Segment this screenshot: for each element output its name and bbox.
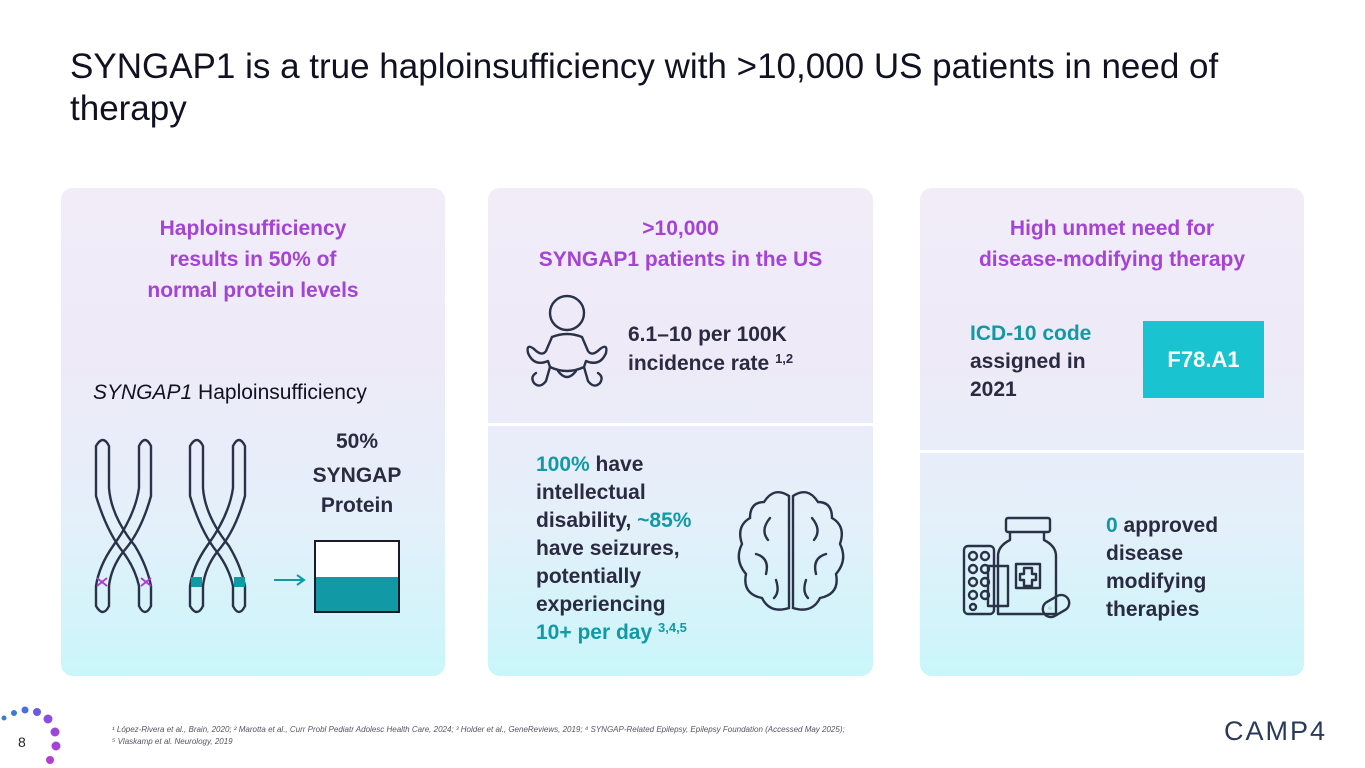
approved-count: 0	[1106, 514, 1118, 537]
incidence-value: 6.1–10 per 100K	[628, 323, 787, 346]
card1-heading: Haploinsufficiency results in 50% of nor…	[61, 213, 445, 306]
approved-text: disease	[1106, 542, 1184, 565]
approved-therapies: 0 approved disease modifying therapies	[1106, 512, 1286, 624]
stat-text: potentially	[536, 565, 642, 588]
footnote-line: ⁵ Vlaskamp et al. Neurology, 2019	[112, 737, 233, 746]
icd-line: assigned in	[970, 350, 1086, 373]
card2-heading-line: SYNGAP1 patients in the US	[538, 248, 823, 271]
protein-level-fill	[316, 576, 398, 611]
unmet-need-card: High unmet need for disease-modifying th…	[920, 188, 1304, 676]
icd-line: 2021	[970, 378, 1017, 401]
icd-code-badge: F78.A1	[1143, 321, 1264, 398]
stat-text: experiencing	[536, 593, 666, 616]
company-logo: CAMP4	[1224, 716, 1328, 746]
stat-text: have	[589, 453, 644, 476]
references-footnote: ¹ López-Rivera et al., Brain, 2020; ² Ma…	[112, 724, 1072, 748]
incidence-refs: 1,2	[775, 351, 794, 366]
baby-icon	[526, 294, 608, 387]
slide-title: SYNGAP1 is a true haploinsufficiency wit…	[70, 47, 1219, 128]
card3-heading-line: High unmet need for	[1009, 217, 1215, 240]
protein-label-line: Protein	[320, 494, 394, 517]
card2-divider	[488, 423, 873, 426]
card2-heading-line: >10,000	[642, 217, 719, 240]
syngap1-haploinsufficiency-label: SYNGAP1 Haploinsufficiency	[93, 381, 367, 405]
gene-name: SYNGAP1	[93, 381, 193, 404]
stat-text: intellectual	[536, 481, 646, 504]
incidence-label: incidence rate 1,2	[628, 350, 793, 378]
chromosome-icon	[94, 438, 247, 614]
seizure-frequency: 10+ per day	[536, 621, 658, 644]
footnote-line: ¹ López-Rivera et al., Brain, 2020; ² Ma…	[112, 725, 845, 734]
card2-heading: >10,000 SYNGAP1 patients in the US	[488, 213, 873, 275]
protein-label-line: SYNGAP	[312, 464, 402, 487]
protein-percent: 50%	[335, 430, 379, 453]
protein-label: SYNGAP Protein	[297, 461, 417, 521]
icd-code-label: ICD-10 code assigned in 2021	[970, 320, 1091, 404]
card3-heading: High unmet need for disease-modifying th…	[920, 213, 1304, 275]
stat-refs: 3,4,5	[658, 620, 687, 635]
haploinsufficiency-card: Haploinsufficiency results in 50% of nor…	[61, 188, 445, 676]
icd-line: ICD-10 code	[970, 322, 1092, 345]
incidence-label-text: incidence rate	[628, 352, 776, 375]
stat-text: disability,	[536, 509, 638, 532]
disability-stats: 100% have intellectual disability, ~85% …	[536, 451, 756, 647]
card1-heading-line: results in 50% of	[169, 248, 337, 271]
card1-heading-line: normal protein levels	[147, 279, 359, 302]
arrow-right-icon	[274, 574, 306, 586]
approved-text: approved	[1117, 514, 1219, 537]
card1-heading-line: Haploinsufficiency	[159, 217, 347, 240]
decorative-dots	[1, 706, 61, 764]
brain-icon	[737, 490, 845, 611]
approved-text: modifying	[1106, 570, 1207, 593]
page-number: 8	[18, 734, 26, 750]
stat-text: have seizures,	[536, 537, 680, 560]
card3-heading-line: disease-modifying therapy	[978, 248, 1246, 271]
protein-level-box	[314, 540, 400, 613]
patient-population-card: >10,000 SYNGAP1 patients in the US 6.1–1…	[488, 188, 873, 676]
label-rest: Haploinsufficiency	[192, 381, 367, 404]
disability-percent: 100%	[536, 453, 590, 476]
approved-text: therapies	[1106, 598, 1200, 621]
seizure-percent: ~85%	[637, 509, 692, 532]
medication-icon	[962, 516, 1071, 619]
card3-divider	[920, 450, 1304, 453]
